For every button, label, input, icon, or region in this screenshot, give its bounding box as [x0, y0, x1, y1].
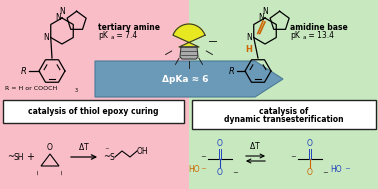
Text: HO: HO — [330, 164, 342, 174]
FancyBboxPatch shape — [189, 0, 378, 189]
Text: ~: ~ — [200, 154, 206, 160]
Text: R: R — [21, 67, 27, 75]
Text: ~: ~ — [322, 170, 328, 176]
Text: $\Delta$T: $\Delta$T — [249, 140, 261, 151]
FancyArrow shape — [95, 61, 283, 97]
Text: 3: 3 — [75, 88, 78, 93]
Text: = 7.4: = 7.4 — [114, 32, 137, 40]
Text: ~: ~ — [7, 153, 14, 161]
Text: ~: ~ — [59, 169, 65, 175]
Text: OH: OH — [137, 146, 149, 156]
Text: ~: ~ — [103, 153, 110, 161]
Text: ~: ~ — [290, 154, 296, 160]
Text: dynamic transesterification: dynamic transesterification — [224, 115, 344, 125]
Text: ΔpKa ≈ 6: ΔpKa ≈ 6 — [162, 74, 208, 84]
Text: catalysis of thiol epoxy curing: catalysis of thiol epoxy curing — [28, 106, 158, 115]
Text: HO: HO — [188, 164, 200, 174]
Text: ~: ~ — [104, 146, 108, 152]
Text: H: H — [245, 44, 252, 53]
Text: N: N — [59, 8, 65, 16]
Text: ~: ~ — [232, 170, 238, 176]
Text: O: O — [217, 168, 223, 177]
Text: +: + — [26, 152, 34, 162]
Text: $\Delta$T: $\Delta$T — [78, 141, 90, 152]
FancyBboxPatch shape — [0, 0, 189, 189]
Text: amidine base: amidine base — [290, 22, 348, 32]
Polygon shape — [180, 47, 198, 59]
Text: a: a — [303, 35, 307, 40]
Text: N: N — [43, 33, 49, 42]
Polygon shape — [173, 24, 205, 47]
Text: O: O — [47, 143, 53, 152]
Text: N: N — [246, 33, 252, 42]
Text: = 13.4: = 13.4 — [306, 32, 334, 40]
Text: N: N — [258, 13, 264, 22]
Text: N: N — [262, 8, 268, 16]
Text: R = H or COOCH: R = H or COOCH — [5, 87, 57, 91]
FancyBboxPatch shape — [3, 99, 183, 122]
Text: O: O — [307, 139, 313, 148]
FancyBboxPatch shape — [192, 99, 375, 129]
Text: a: a — [111, 35, 115, 40]
Text: ~: ~ — [200, 166, 206, 172]
Text: catalysis of: catalysis of — [259, 106, 309, 115]
Text: ~: ~ — [344, 166, 350, 172]
Text: tertiary amine: tertiary amine — [98, 22, 160, 32]
Text: ~: ~ — [35, 169, 41, 175]
Text: SH: SH — [13, 153, 23, 161]
Text: N: N — [55, 13, 61, 22]
Text: R: R — [229, 67, 235, 75]
Text: O: O — [217, 139, 223, 148]
Text: pK: pK — [290, 32, 300, 40]
Text: pK: pK — [98, 32, 108, 40]
Text: O: O — [307, 168, 313, 177]
Text: S: S — [109, 153, 114, 161]
